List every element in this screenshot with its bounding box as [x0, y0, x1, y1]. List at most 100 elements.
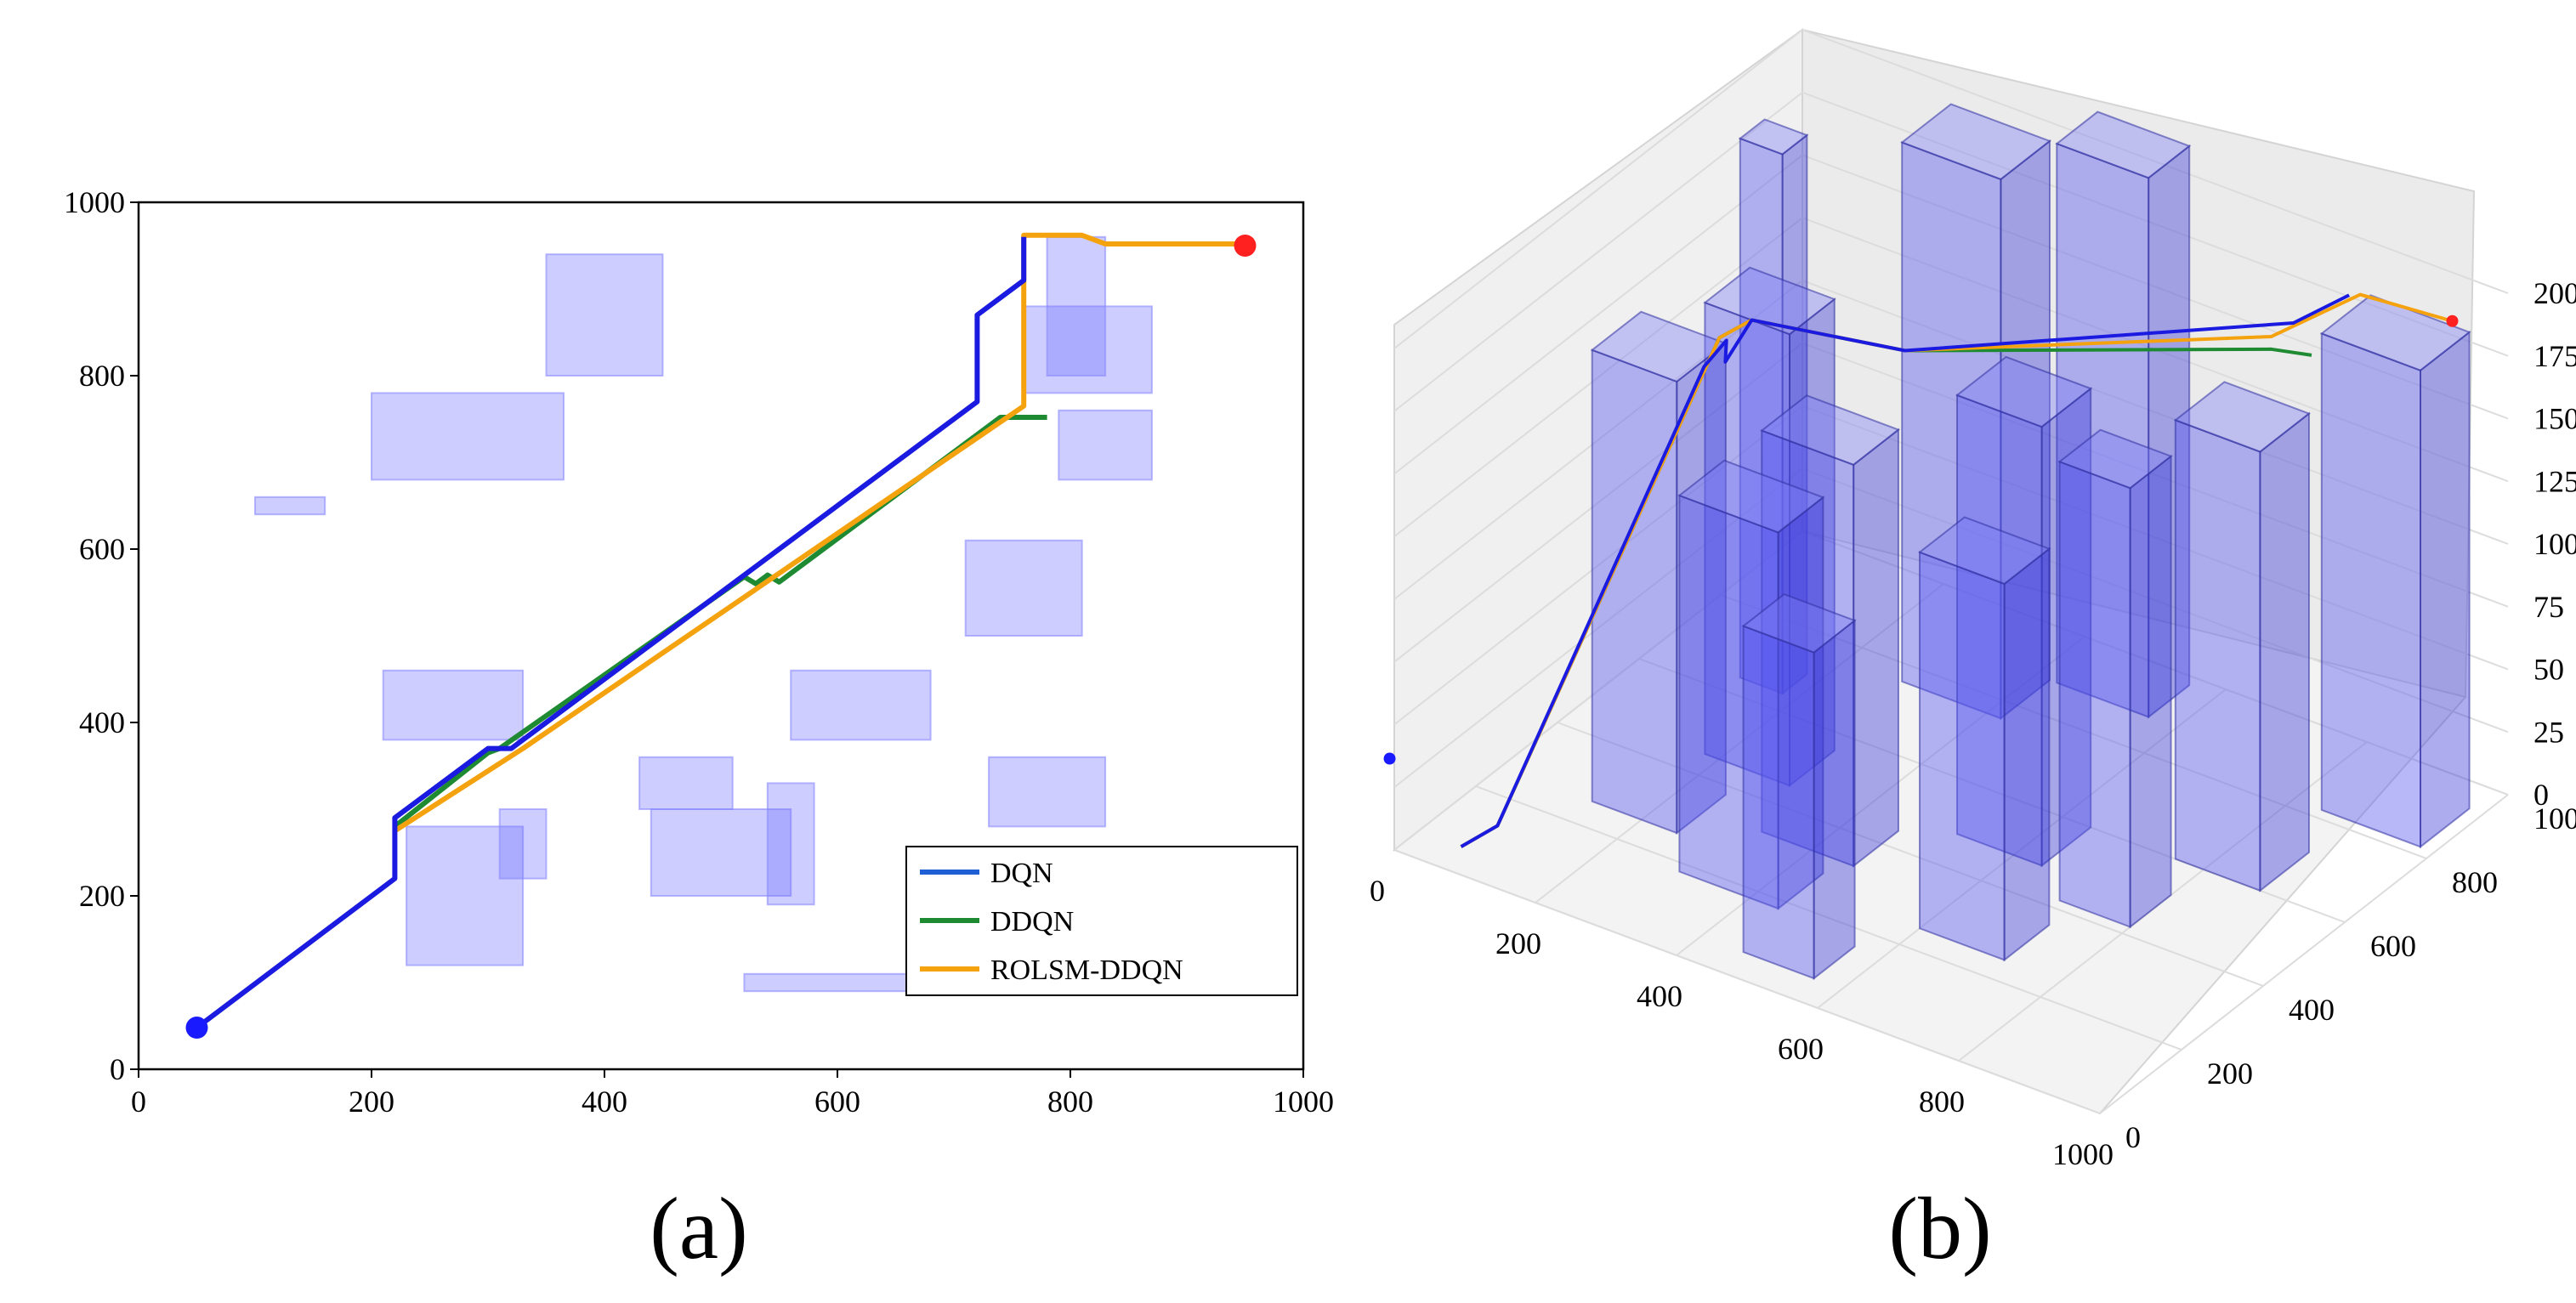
y3d-tick-label: 800: [2452, 865, 2498, 899]
z3d-tick-label: 200: [2533, 276, 2576, 310]
building-top-6: [1703, 266, 1836, 336]
wall-grid-z: [1393, 530, 2509, 851]
start-marker-3d: [1383, 752, 1396, 765]
obstacle-2: [545, 253, 664, 377]
obstacle-12: [1023, 305, 1153, 394]
floor-grid-x: [1817, 688, 2227, 1009]
floor-grid-y: [1557, 722, 2264, 987]
obstacle-3: [382, 669, 525, 741]
building-side-7: [2129, 454, 2172, 929]
building-top-8: [1760, 394, 1901, 466]
x3d-tick-label: 400: [1637, 979, 1682, 1013]
floor-grid-x: [1535, 583, 1944, 904]
x3d-tick-label: 0: [1370, 874, 1385, 908]
obstacle-layer-a: [254, 235, 1153, 993]
panel-b-3d-plot: 0200400600800100002004006008001000025507…: [1370, 28, 2576, 1278]
building-side-10: [2003, 547, 2051, 962]
building-front-1: [2320, 331, 2421, 848]
wall-grid-z: [1393, 217, 2509, 538]
legend-label-ddqn: DDQN: [990, 906, 1074, 938]
start-marker: [185, 1017, 208, 1040]
building-top-0: [2055, 110, 2192, 179]
y3d-tick-label: 400: [2289, 993, 2335, 1027]
wall-grid-z: [1393, 405, 2509, 726]
building-front-10: [1919, 551, 2006, 961]
building-side-4: [2259, 411, 2310, 892]
obstacle-15: [743, 972, 932, 993]
x3d-tick-label: 200: [1495, 926, 1541, 960]
path-3d-dqn: [1460, 293, 2350, 848]
x-tick-label: 1000: [1273, 1085, 1334, 1119]
wall-grid-z: [1393, 467, 2509, 789]
building-top-2: [1900, 103, 2052, 181]
goal-marker: [1234, 235, 1257, 257]
path-layer-b: [1383, 292, 2459, 848]
z3d-tick-label: 175: [2533, 339, 2576, 373]
y-tick-label: 800: [79, 359, 125, 393]
wall-grid-z: [1393, 342, 2509, 663]
obstacle-0: [254, 496, 326, 516]
z3d-tick-label: 0: [2533, 778, 2549, 812]
z3d-tick-label: 75: [2533, 590, 2564, 624]
legend-label-dqn: DQN: [990, 858, 1053, 889]
axis-ticks-a: 0 200 400 600 800 1000 0 200 400 600 800 1000: [64, 185, 1334, 1119]
wall-grid-z: [1393, 154, 2509, 475]
floor-grid-y: [1393, 849, 2101, 1114]
obstacle-5: [498, 808, 548, 880]
plot-frame-a: [137, 201, 1305, 1071]
panel-label-a: (a): [650, 1180, 747, 1278]
obstacle-8: [766, 782, 815, 906]
obstacle-10: [964, 539, 1083, 637]
y3d-tick-label: 0: [2125, 1120, 2141, 1154]
building-top-4: [2173, 381, 2312, 453]
y-tick-label: 0: [110, 1052, 125, 1086]
y-tick-label: 400: [79, 705, 125, 739]
building-side-1: [2420, 330, 2471, 849]
x-tick-label: 0: [131, 1085, 146, 1119]
z3d-tick-label: 25: [2533, 715, 2564, 749]
x3d-tick-label: 800: [1919, 1085, 1965, 1119]
floor-grid-y: [1475, 785, 2182, 1051]
y3d-tick-label: 1000: [2533, 802, 2576, 836]
y-tick-label: 600: [79, 532, 125, 566]
y-tick-label: 200: [79, 879, 125, 913]
x-tick-label: 400: [582, 1085, 627, 1119]
floor-grid-x: [2099, 794, 2509, 1114]
marker-layer-a: [185, 235, 1257, 1040]
wall-grid-z: [1393, 28, 2509, 349]
obstacle-11: [988, 756, 1107, 828]
building-front-7: [2058, 460, 2131, 928]
y3d-tick-label: 200: [2207, 1057, 2253, 1091]
building-top-10: [1917, 516, 2051, 586]
x-tick-label: 200: [349, 1085, 394, 1119]
obstacle-14: [1046, 235, 1107, 377]
legend-label-rolsm-ddqn: ROLSM-DDQN: [990, 955, 1183, 986]
panel-a-2d-plot: 0 200 400 600 800 1000 0 200 400 600 800 1000 DQN D…: [64, 185, 1334, 1278]
path-layer-a: [195, 232, 1245, 1030]
building-side-8: [1853, 428, 1899, 868]
wall-grid-z: [1393, 91, 2509, 412]
obstacle-6: [638, 756, 734, 810]
obstacle-4: [406, 825, 525, 966]
building-top-5: [1955, 355, 2093, 428]
x3d-tick-label: 1000: [2052, 1137, 2114, 1171]
path-rolsm-ddqn: [393, 232, 1245, 834]
obstacle-1: [371, 392, 565, 481]
y-tick-label: 1000: [64, 185, 125, 219]
z3d-tick-label: 50: [2533, 653, 2564, 687]
building-top-12: [1741, 592, 1857, 654]
axis-ticks-b: 0200400600800100002004006008001000025507…: [1370, 276, 2576, 1171]
wall-grid-z: [1393, 279, 2509, 600]
floor-grid-x: [1676, 636, 2085, 956]
obstacle-13: [1058, 409, 1153, 481]
z3d-tick-label: 100: [2533, 527, 2576, 561]
path-dqn: [195, 236, 1027, 1030]
building-front-4: [2174, 418, 2261, 892]
building-top-1: [2319, 294, 2471, 371]
goal-marker-3d: [2446, 314, 2459, 327]
building-top-3: [1738, 118, 1809, 156]
legend: DQN DDQN ROLSM-DDQN: [905, 846, 1298, 996]
panel-label-b: (b): [1888, 1180, 1991, 1278]
z3d-tick-label: 150: [2533, 402, 2576, 436]
